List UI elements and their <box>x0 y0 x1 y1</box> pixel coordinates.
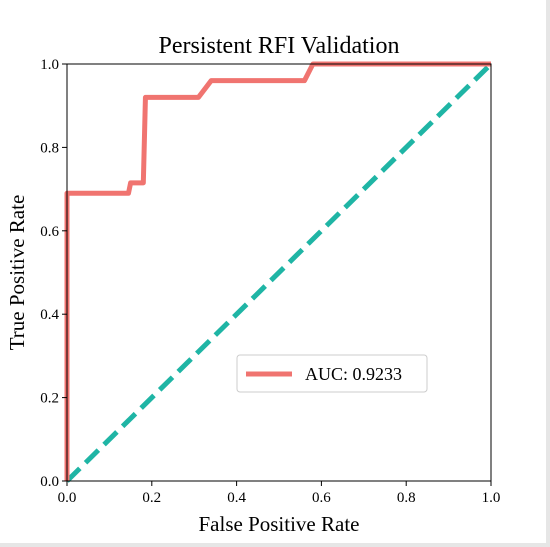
y-tick-label: 0.2 <box>40 391 59 407</box>
roc-curve-line <box>64 61 491 481</box>
y-tick-label: 0.6 <box>40 224 59 240</box>
x-tick-label: 0.0 <box>58 490 77 506</box>
legend-label: AUC: 0.9233 <box>305 364 402 384</box>
legend: AUC: 0.9233 <box>236 354 428 393</box>
y-tick-label: 0.4 <box>40 307 59 323</box>
y-tick-label: 1.0 <box>40 57 59 73</box>
legend-box <box>236 354 428 393</box>
chance-diagonal-line <box>65 62 493 483</box>
x-tick-label: 0.8 <box>397 490 416 506</box>
chart-title: Persistent RFI Validation <box>159 33 400 59</box>
x-tick-label: 0.6 <box>312 490 331 506</box>
y-tick-label: 0.8 <box>40 140 59 156</box>
x-axis-title: False Positive Rate <box>199 512 360 536</box>
x-tick-label: 0.4 <box>227 490 246 506</box>
y-axis-ticks: 0.0 0.2 0.4 0.6 0.8 1.0 <box>40 57 67 490</box>
x-tick-label: 0.2 <box>142 490 161 506</box>
x-tick-label: 1.0 <box>482 490 501 506</box>
y-tick-label: 0.0 <box>40 474 59 490</box>
y-axis-title: True Positive Rate <box>5 195 29 351</box>
plot-area <box>64 61 493 483</box>
axes-frame <box>66 63 492 482</box>
x-axis-ticks: 0.0 0.2 0.4 0.6 0.8 1.0 <box>58 481 501 506</box>
